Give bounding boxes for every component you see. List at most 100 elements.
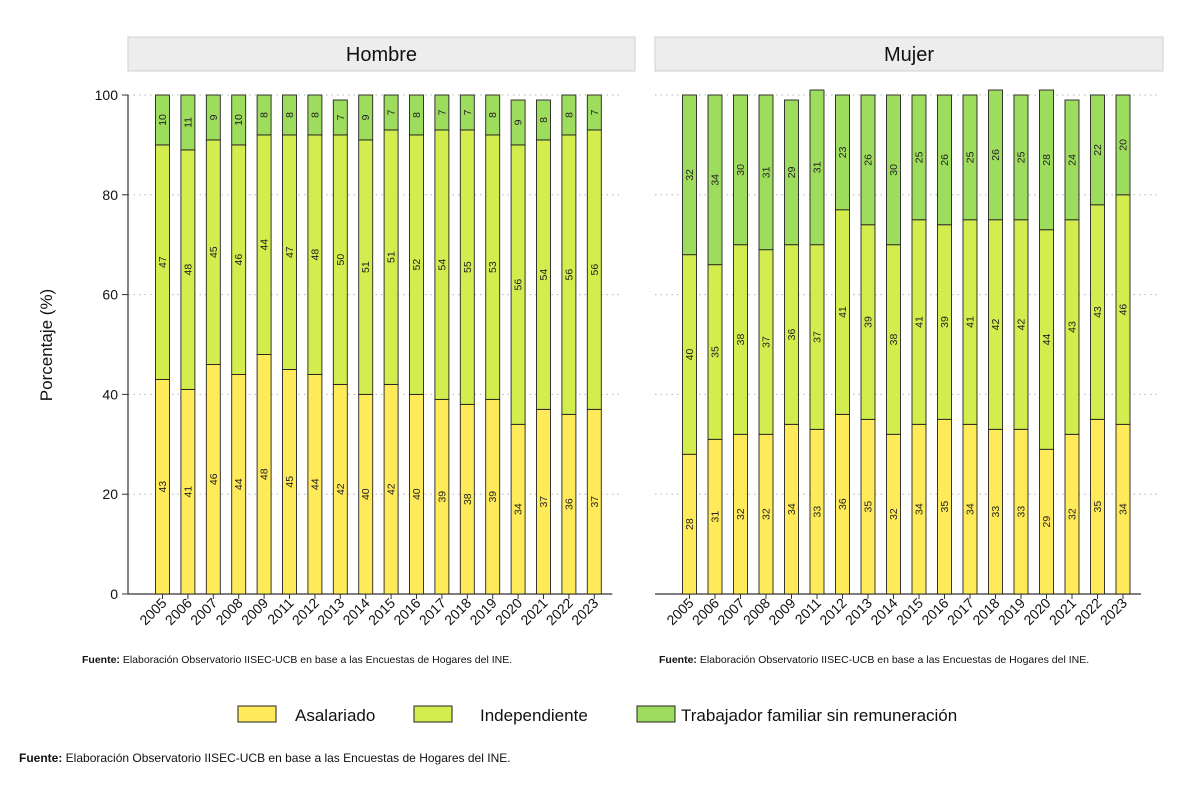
bar-value-label: 56 xyxy=(513,279,525,291)
chart-panels: Hombre 0 20 40 60 80 100 43 47 10 2005 41 48 11 2006 46… xyxy=(82,36,1164,666)
panel-header-strip xyxy=(127,36,636,72)
bar-value-label: 44 xyxy=(233,478,245,490)
x-tick-label: 2014 xyxy=(867,595,900,628)
bar-segment xyxy=(561,94,577,136)
bar-value-label: 38 xyxy=(735,334,747,346)
y-tick-label: 20 xyxy=(102,486,118,502)
x-tick-label: 2006 xyxy=(689,595,722,628)
bar-segment xyxy=(962,94,978,221)
bar-value-label: 32 xyxy=(888,508,900,520)
legend-item: Asalariado xyxy=(237,705,375,725)
bar-segment xyxy=(332,99,348,136)
y-axis-label-group: Porcentaje (%) xyxy=(37,289,56,401)
bar-value-label: 25 xyxy=(914,151,926,163)
bar-value-label: 42 xyxy=(990,319,1002,331)
bar-value-label: 36 xyxy=(563,498,575,510)
bar-segment xyxy=(1039,89,1054,231)
bar-segment xyxy=(155,94,170,146)
panel-source-text: Fuente: Elaboración Observatorio IISEC-U… xyxy=(82,654,512,666)
bar-segment xyxy=(707,94,723,266)
bar-value-label: 56 xyxy=(563,269,575,281)
bar-value-label: 40 xyxy=(411,488,423,500)
bar-value-label: 31 xyxy=(812,161,824,173)
x-tick-label: 2009 xyxy=(238,595,271,628)
bar-segment xyxy=(784,99,799,246)
panel-header-strip xyxy=(654,36,1164,72)
bar-value-label: 8 xyxy=(411,112,423,118)
bar-value-label: 32 xyxy=(684,169,696,181)
bar-value-label: 34 xyxy=(786,503,798,515)
bar-value-label: 41 xyxy=(837,306,849,318)
x-tick-label: 2018 xyxy=(441,595,474,628)
bar-segment xyxy=(231,94,247,146)
panel-title: Mujer xyxy=(884,44,934,66)
bar-value-label: 34 xyxy=(710,174,722,186)
bar-segment xyxy=(180,94,196,151)
bar-segment xyxy=(282,94,297,136)
bar-value-label: 40 xyxy=(360,488,372,500)
bar-value-label: 33 xyxy=(990,506,1002,518)
bar-value-label: 45 xyxy=(284,476,296,488)
bar-segment xyxy=(886,94,901,246)
bar-value-label: 47 xyxy=(284,246,296,258)
bar-value-label: 9 xyxy=(208,114,220,120)
y-tick-label: 80 xyxy=(102,187,118,203)
x-tick-label: 2011 xyxy=(264,595,297,628)
x-tick-label: 2023 xyxy=(1097,595,1130,628)
bar-value-label: 26 xyxy=(990,149,1002,161)
bar-segment xyxy=(937,94,952,226)
x-tick-label: 2015 xyxy=(365,595,398,628)
bar-segment xyxy=(682,94,697,256)
bar-value-label: 26 xyxy=(863,154,875,166)
bar-value-label: 34 xyxy=(914,503,926,515)
x-tick-label: 2018 xyxy=(969,595,1002,628)
bar-value-label: 9 xyxy=(513,119,525,125)
panel-title: Hombre xyxy=(346,44,417,66)
bar-value-label: 28 xyxy=(1041,154,1053,166)
bar-segment xyxy=(1090,94,1105,206)
legend-item: Trabajador familiar sin remuneración xyxy=(636,705,957,725)
legend-swatch xyxy=(636,705,676,723)
x-tick-label: 2022 xyxy=(543,595,576,628)
bar-value-label: 39 xyxy=(436,491,448,503)
bar-value-label: 37 xyxy=(812,331,824,343)
bar-value-label: 39 xyxy=(487,491,499,503)
bar-value-label: 37 xyxy=(538,496,550,508)
bar-segment xyxy=(835,94,850,211)
bar-value-label: 38 xyxy=(462,493,474,505)
legend-label: Asalariado xyxy=(295,706,375,725)
panel-hombre: Hombre 0 20 40 60 80 100 43 47 10 2005 41 48 11 2006 46… xyxy=(82,36,636,666)
bar-value-label: 52 xyxy=(411,259,423,271)
bar-value-label: 35 xyxy=(1092,501,1104,513)
bar-value-label: 23 xyxy=(837,146,849,158)
bar-value-label: 11 xyxy=(182,117,194,128)
bar-value-label: 8 xyxy=(284,112,296,118)
legend-label: Independiente xyxy=(480,706,588,725)
bar-value-label: 54 xyxy=(538,269,550,281)
y-tick-label: 100 xyxy=(95,87,119,103)
bar-value-label: 39 xyxy=(939,316,951,328)
bar-segment xyxy=(911,94,927,221)
bar-segment xyxy=(358,94,374,141)
bar-value-label: 33 xyxy=(1016,506,1028,518)
bar-value-label: 7 xyxy=(386,109,398,115)
x-tick-label: 2017 xyxy=(944,595,977,628)
bar-value-label: 41 xyxy=(914,316,926,328)
y-tick-label: 40 xyxy=(102,386,118,402)
footer-source-bold: Fuente: xyxy=(19,751,62,765)
bar-value-label: 42 xyxy=(1016,319,1028,331)
bar-value-label: 37 xyxy=(589,496,601,508)
bar-segment xyxy=(409,94,424,136)
bar-value-label: 22 xyxy=(1092,144,1104,156)
bar-value-label: 46 xyxy=(233,254,245,266)
bar-value-label: 51 xyxy=(360,261,372,273)
bar-value-label: 33 xyxy=(812,506,824,518)
bar-value-label: 7 xyxy=(589,109,601,115)
bar-segment xyxy=(536,99,551,141)
bar-value-label: 9 xyxy=(360,114,372,120)
bar-value-label: 43 xyxy=(157,481,169,493)
bar-value-label: 47 xyxy=(157,256,169,268)
bar-value-label: 46 xyxy=(1118,304,1130,316)
x-tick-label: 2022 xyxy=(1071,595,1104,628)
x-tick-label: 2021 xyxy=(517,595,550,628)
